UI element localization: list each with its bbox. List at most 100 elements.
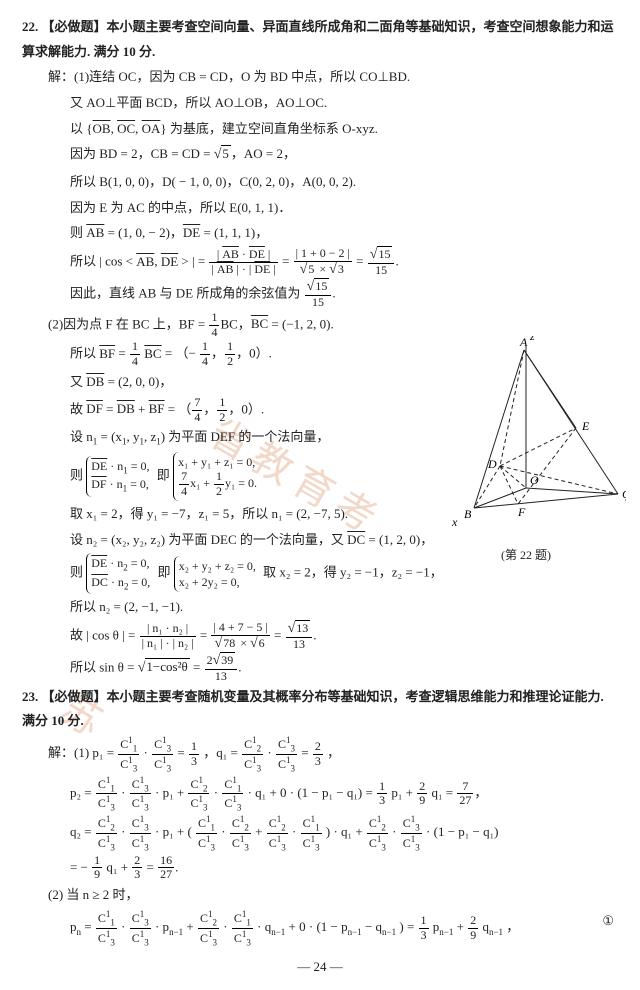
q22p2-l12: 所以 sin θ = √1−cos²θ = 2√3913. bbox=[22, 653, 618, 684]
q22-l1: 解：(1)连结 OC，因为 CB = CD，O 为 BD 中点，所以 CO⊥BD… bbox=[22, 65, 618, 90]
q23-tag: 【必做题】 bbox=[42, 689, 107, 704]
text: 设 n bbox=[70, 429, 93, 444]
fraction: √1515 bbox=[368, 247, 395, 278]
text: q₁ + bbox=[106, 859, 131, 874]
sqrt-5: 5 bbox=[221, 145, 231, 161]
text: 所以 | cos < bbox=[70, 254, 136, 269]
fraction: 1627 bbox=[158, 854, 174, 883]
text: · p₁ + bbox=[155, 785, 187, 800]
vec-DB: DB bbox=[117, 397, 135, 422]
fraction: 74 bbox=[192, 396, 202, 425]
text: = (1, 1, 1)， bbox=[200, 225, 268, 240]
fraction: C13C13 bbox=[130, 814, 151, 852]
q22-l5: 所以 B(1, 0, 0)，D( − 1, 0, 0)，C(0, 2, 0)，A… bbox=[22, 170, 618, 195]
text: ， bbox=[327, 745, 340, 760]
vec-DB: DB bbox=[86, 370, 104, 395]
fraction: | 4 + 7 − 5 |√78 × √6 bbox=[211, 621, 269, 652]
q22-l9: 因此，直线 AB 与 DE 所成角的余弦值为 √1515. bbox=[22, 279, 618, 310]
text: > | = bbox=[178, 254, 208, 269]
q22-l8: 所以 | cos < AB, DE > | = | AB · DE || AB … bbox=[22, 247, 618, 278]
text: = （ bbox=[165, 401, 192, 416]
fraction: 12 bbox=[217, 396, 227, 425]
text: p₁ + bbox=[391, 785, 416, 800]
q22-number: 22. bbox=[22, 19, 38, 34]
text: . bbox=[332, 285, 335, 300]
vec-DF: DF bbox=[86, 397, 103, 422]
text: p₂ = bbox=[70, 785, 95, 800]
fraction: C13C13 bbox=[276, 735, 297, 773]
text: + bbox=[255, 824, 266, 839]
q22p2-l3: 又 DB = (2, 0, 0)， bbox=[22, 370, 618, 395]
vec-DE: DE bbox=[161, 250, 178, 275]
fraction: C13C13 bbox=[152, 735, 173, 773]
text: = (x bbox=[97, 429, 122, 444]
text: + bbox=[457, 919, 468, 934]
q23-l1: 解：(1) p₁ = C11C13 · C13C13 = 13 ，q₁ = C1… bbox=[22, 735, 618, 773]
fraction: C12C13 bbox=[367, 814, 388, 852]
vec-BF: BF bbox=[149, 397, 165, 422]
text: 因为 BD = 2，CB = CD = bbox=[70, 146, 214, 161]
vec-BF: BF bbox=[99, 342, 115, 367]
text: + bbox=[186, 919, 197, 934]
q22p2-l7: 取 x₁ = 2，得 y₁ = −7，z₁ = 5，所以 n₁ = (2, −7… bbox=[22, 502, 618, 527]
q22-l2: 又 AO⊥平面 BCD，所以 AO⊥OB，AO⊥OC. bbox=[22, 91, 618, 116]
text: = (1, 0, − 2)， bbox=[104, 225, 183, 240]
q22p2-l6: 则 DE · n1 = 0, DF · n1 = 0, 即 x₁ + y₁ + … bbox=[22, 452, 430, 501]
fraction: 19 bbox=[92, 854, 102, 883]
fraction: 23 bbox=[132, 854, 142, 883]
vec-OC: OC bbox=[117, 117, 135, 142]
q22p2-l5: 设 n1 = (x1, y1, z1) 为平面 DEF 的一个法向量， bbox=[22, 425, 430, 451]
text: (2)因为点 F 在 BC 上，BF = bbox=[48, 316, 208, 331]
text: 取 x₂ = 2，得 y₂ = −1，z₂ = −1， bbox=[263, 565, 443, 580]
fraction: | AB · DE || AB | · | DE | bbox=[209, 248, 277, 277]
q23-l4: = − 19 q₁ + 23 = 1627. bbox=[22, 854, 618, 883]
text: 设 n₂ = (x₂, y₂, z₂) 为平面 DEC 的一个法向量，又 bbox=[70, 532, 347, 547]
text: ， bbox=[203, 401, 216, 416]
q22-tag: 【必做题】 bbox=[42, 19, 107, 34]
text: , y bbox=[126, 429, 139, 444]
text: · p₁ + ( bbox=[155, 824, 192, 839]
text: = bbox=[190, 659, 204, 674]
text: = − bbox=[70, 859, 91, 874]
vec-BC: BC bbox=[144, 342, 161, 367]
q22p2-l11: 故 | cos θ | = | n₁ · n₂ || n₁ | · | n₂ |… bbox=[22, 621, 618, 652]
fraction: 14 bbox=[200, 340, 210, 369]
fraction: C12C13 bbox=[96, 814, 117, 852]
vec-OB: OB bbox=[93, 117, 111, 142]
text: 所以 sin θ = bbox=[70, 659, 138, 674]
fraction: 13 bbox=[189, 740, 199, 769]
vec-DC: DC bbox=[347, 528, 365, 553]
text: 以 { bbox=[70, 121, 93, 136]
q22-l7: 则 AB = (1, 0, − 2)，DE = (1, 1, 1)， bbox=[22, 221, 618, 246]
q23-p2b: pn = C11C13 · C13C13 · pn−1 + C12C13 · C… bbox=[22, 909, 618, 947]
fraction: 14 bbox=[209, 311, 219, 340]
text: ) = bbox=[399, 919, 417, 934]
text: = (2, 0, 0)， bbox=[104, 374, 172, 389]
fraction: C13C13 bbox=[401, 814, 422, 852]
fraction: C12C13 bbox=[188, 775, 209, 813]
text: 则 bbox=[70, 467, 86, 482]
text: . bbox=[395, 254, 398, 269]
text: = bbox=[274, 627, 285, 642]
text: = bbox=[282, 254, 293, 269]
q22p2-l8: 设 n₂ = (x₂, y₂, z₂) 为平面 DEC 的一个法向量，又 DC … bbox=[22, 528, 618, 553]
fraction: 23 bbox=[313, 740, 323, 769]
text: 故 | cos θ | = bbox=[70, 627, 139, 642]
text: ) · q₁ + bbox=[326, 824, 366, 839]
text: 即 bbox=[157, 565, 173, 580]
text: + 0 · (1 − p bbox=[289, 919, 348, 934]
fraction: C11C13 bbox=[96, 775, 117, 813]
text: . bbox=[175, 859, 178, 874]
fraction: | 1 + 0 − 2 |√5 × √3 bbox=[294, 247, 352, 278]
text: − q bbox=[365, 919, 382, 934]
fraction: C11C13 bbox=[118, 735, 139, 773]
fraction: | n₁ · n₂ || n₁ | · | n₂ | bbox=[140, 622, 196, 651]
fraction: C11C13 bbox=[301, 814, 322, 852]
fraction: 13 bbox=[419, 914, 429, 943]
text: q₁ = bbox=[431, 785, 456, 800]
q22p2-l9: 则 DE · n2 = 0, DC · n2 = 0, 即 x₂ + y₂ + … bbox=[22, 553, 618, 594]
text: 则 bbox=[70, 565, 86, 580]
text: BC， bbox=[220, 316, 250, 331]
page-content: 22. 【必做题】本小题主要考查空间向量、异面直线所成角和二面角等基础知识，考查… bbox=[22, 15, 618, 980]
text: · (1 − p₁ − q₁) bbox=[426, 824, 498, 839]
